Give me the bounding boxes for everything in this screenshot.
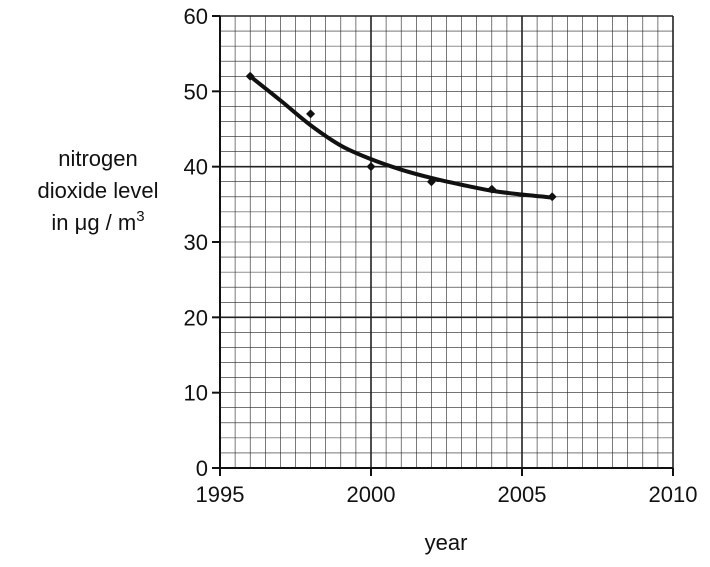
y-tick-label: 20 bbox=[184, 305, 208, 330]
y-axis-label-line-3: in μg / m3 bbox=[51, 208, 144, 235]
y-tick-label: 30 bbox=[184, 230, 208, 255]
data-point bbox=[547, 192, 557, 202]
axes bbox=[212, 15, 674, 476]
x-axis-label: year bbox=[425, 530, 468, 555]
y-axis-label-superscript: 3 bbox=[136, 208, 144, 225]
y-axis-label-unit: in μg / m bbox=[51, 210, 136, 235]
data-point bbox=[426, 177, 436, 187]
y-tick-label: 50 bbox=[184, 79, 208, 104]
x-tick-label: 2000 bbox=[347, 482, 396, 507]
y-tick-label: 40 bbox=[184, 155, 208, 180]
y-tick-label: 0 bbox=[196, 456, 208, 481]
x-tick-label: 2010 bbox=[649, 482, 698, 507]
x-tick-label: 1995 bbox=[196, 482, 245, 507]
data-point bbox=[306, 109, 316, 119]
y-tick-label: 10 bbox=[184, 381, 208, 406]
data-point bbox=[245, 71, 255, 81]
y-tick-label: 60 bbox=[184, 4, 208, 29]
data-point bbox=[487, 184, 497, 194]
data-point bbox=[366, 162, 376, 172]
x-tick-label: 2005 bbox=[498, 482, 547, 507]
x-tick-labels: 1995 2000 2005 2010 bbox=[196, 482, 698, 507]
data-points bbox=[245, 71, 557, 202]
y-tick-labels: 0 10 20 30 40 50 60 bbox=[184, 4, 208, 481]
best-fit-curve bbox=[248, 74, 555, 200]
minor-grid bbox=[219, 15, 674, 469]
y-axis-label-line-1: nitrogen bbox=[58, 146, 138, 171]
y-axis-label-line-2: dioxide level bbox=[37, 178, 158, 203]
